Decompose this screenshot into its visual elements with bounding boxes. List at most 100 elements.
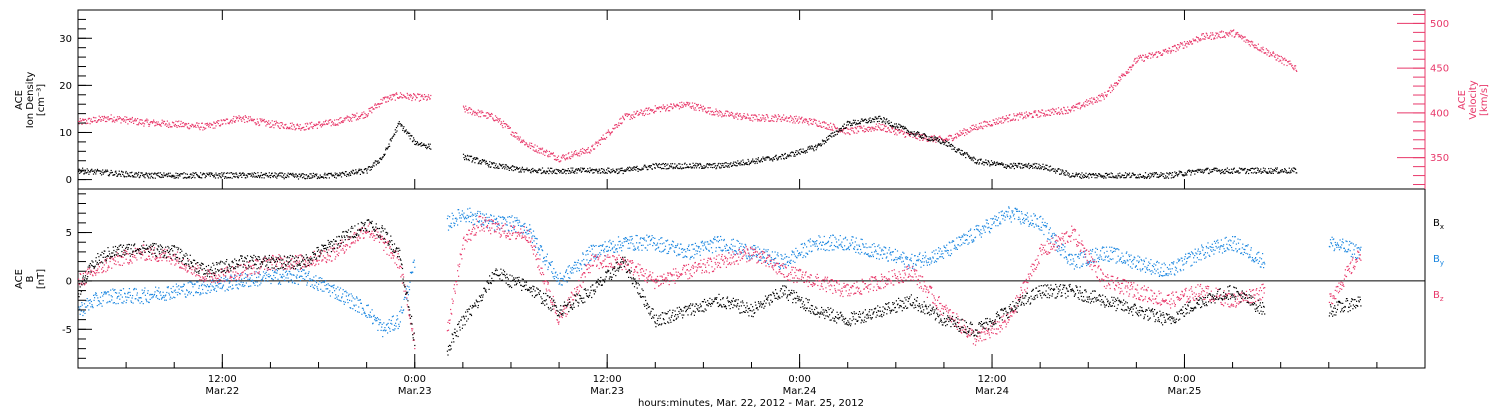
velocity-series-point	[477, 112, 478, 113]
density-series-point	[523, 169, 524, 170]
density-series-point	[526, 168, 527, 169]
density-series-point	[522, 167, 523, 168]
velocity-series-point	[962, 130, 963, 131]
velocity-series-point	[136, 120, 137, 121]
velocity-series-point	[636, 112, 637, 113]
velocity-series-point	[140, 123, 141, 124]
by-series-point	[288, 282, 289, 283]
velocity-series-point	[620, 118, 621, 119]
by-series-point	[358, 300, 359, 301]
velocity-series-point	[678, 106, 679, 107]
density-series-point	[537, 172, 538, 173]
density-series-point	[359, 169, 360, 170]
velocity-series-point	[81, 124, 82, 125]
density-series-point	[1013, 163, 1014, 164]
density-series-point	[241, 177, 242, 178]
velocity-series-point	[687, 103, 688, 104]
density-series-point	[540, 169, 541, 170]
velocity-series-point	[724, 115, 725, 116]
velocity-series-point	[713, 112, 714, 113]
by-series-point	[199, 285, 200, 286]
density-series-point	[301, 173, 302, 174]
by-series-point	[374, 315, 375, 316]
velocity-series-point	[677, 104, 678, 105]
by-series-point	[204, 284, 205, 285]
density-series-point	[384, 154, 385, 155]
density-series-point	[1282, 169, 1283, 170]
density-series-point	[286, 177, 287, 178]
velocity-series-point	[865, 131, 866, 132]
velocity-series-point	[844, 132, 845, 133]
velocity-series-point	[506, 124, 507, 125]
density-series-point	[1091, 174, 1092, 175]
density-series-point	[1184, 175, 1185, 176]
by-series-point	[371, 316, 372, 317]
by-series-point	[312, 284, 313, 285]
density-series-point	[511, 169, 512, 170]
by-series-point	[369, 317, 370, 318]
density-series-point	[570, 172, 571, 173]
velocity-series-point	[185, 124, 186, 125]
density-series-point	[1268, 173, 1269, 174]
velocity-series-point	[307, 124, 308, 125]
density-series-point	[1148, 176, 1149, 177]
density-series-point	[84, 173, 85, 174]
velocity-series-point	[130, 119, 131, 120]
velocity-series-point	[959, 130, 960, 131]
density-series-point	[226, 173, 227, 174]
density-series-point	[90, 172, 91, 173]
by-series-point	[215, 282, 216, 283]
density-series-point	[652, 169, 653, 170]
density-series-point	[328, 173, 329, 174]
density-series-point	[1198, 169, 1199, 170]
density-series-point	[94, 172, 95, 173]
density-series-point	[795, 152, 796, 153]
velocity-series-point	[1002, 117, 1003, 118]
density-series-point	[480, 163, 481, 164]
velocity-series-point	[682, 107, 683, 108]
density-series-point	[323, 178, 324, 179]
velocity-series-point	[888, 127, 889, 128]
velocity-series-point	[711, 114, 712, 115]
velocity-series-point	[587, 152, 588, 153]
velocity-series-point	[1108, 90, 1109, 91]
velocity-series-point	[144, 123, 145, 124]
velocity-series-point	[767, 116, 768, 117]
by-series-point	[473, 215, 474, 216]
velocity-series-point	[249, 120, 250, 121]
by-series-point	[101, 292, 102, 293]
by-series-point	[369, 315, 370, 316]
density-series-point	[1035, 166, 1036, 167]
velocity-series-point	[1040, 112, 1041, 113]
density-series-point	[1231, 169, 1232, 170]
velocity-series-point	[1013, 113, 1014, 114]
by-series-point	[252, 280, 253, 281]
velocity-series-point	[694, 109, 695, 110]
velocity-series-point	[522, 142, 523, 143]
density-series-point	[426, 148, 427, 149]
velocity-series-point	[718, 112, 719, 113]
velocity-series-point	[863, 130, 864, 131]
by-series-point	[123, 288, 124, 289]
by-series-point	[337, 287, 338, 288]
density-series-point	[1238, 170, 1239, 171]
by-series-point	[521, 226, 522, 227]
velocity-series-point	[895, 129, 896, 130]
by-series-point	[349, 300, 350, 301]
density-series-point	[841, 130, 842, 131]
velocity-series-point	[420, 100, 421, 101]
velocity-series-point	[1293, 69, 1294, 70]
density-series-point	[1285, 169, 1286, 170]
velocity-series-point	[1281, 56, 1282, 57]
density-series-point	[632, 168, 633, 169]
density-series-point	[678, 163, 679, 164]
by-series-point	[522, 233, 523, 234]
velocity-series-point	[1150, 58, 1151, 59]
density-series-point	[762, 161, 763, 162]
velocity-series-point	[217, 120, 218, 121]
velocity-series-point	[116, 120, 117, 121]
velocity-series-point	[963, 133, 964, 134]
velocity-series-point	[134, 120, 135, 121]
density-series-point	[888, 123, 889, 124]
velocity-series-point	[1155, 54, 1156, 55]
